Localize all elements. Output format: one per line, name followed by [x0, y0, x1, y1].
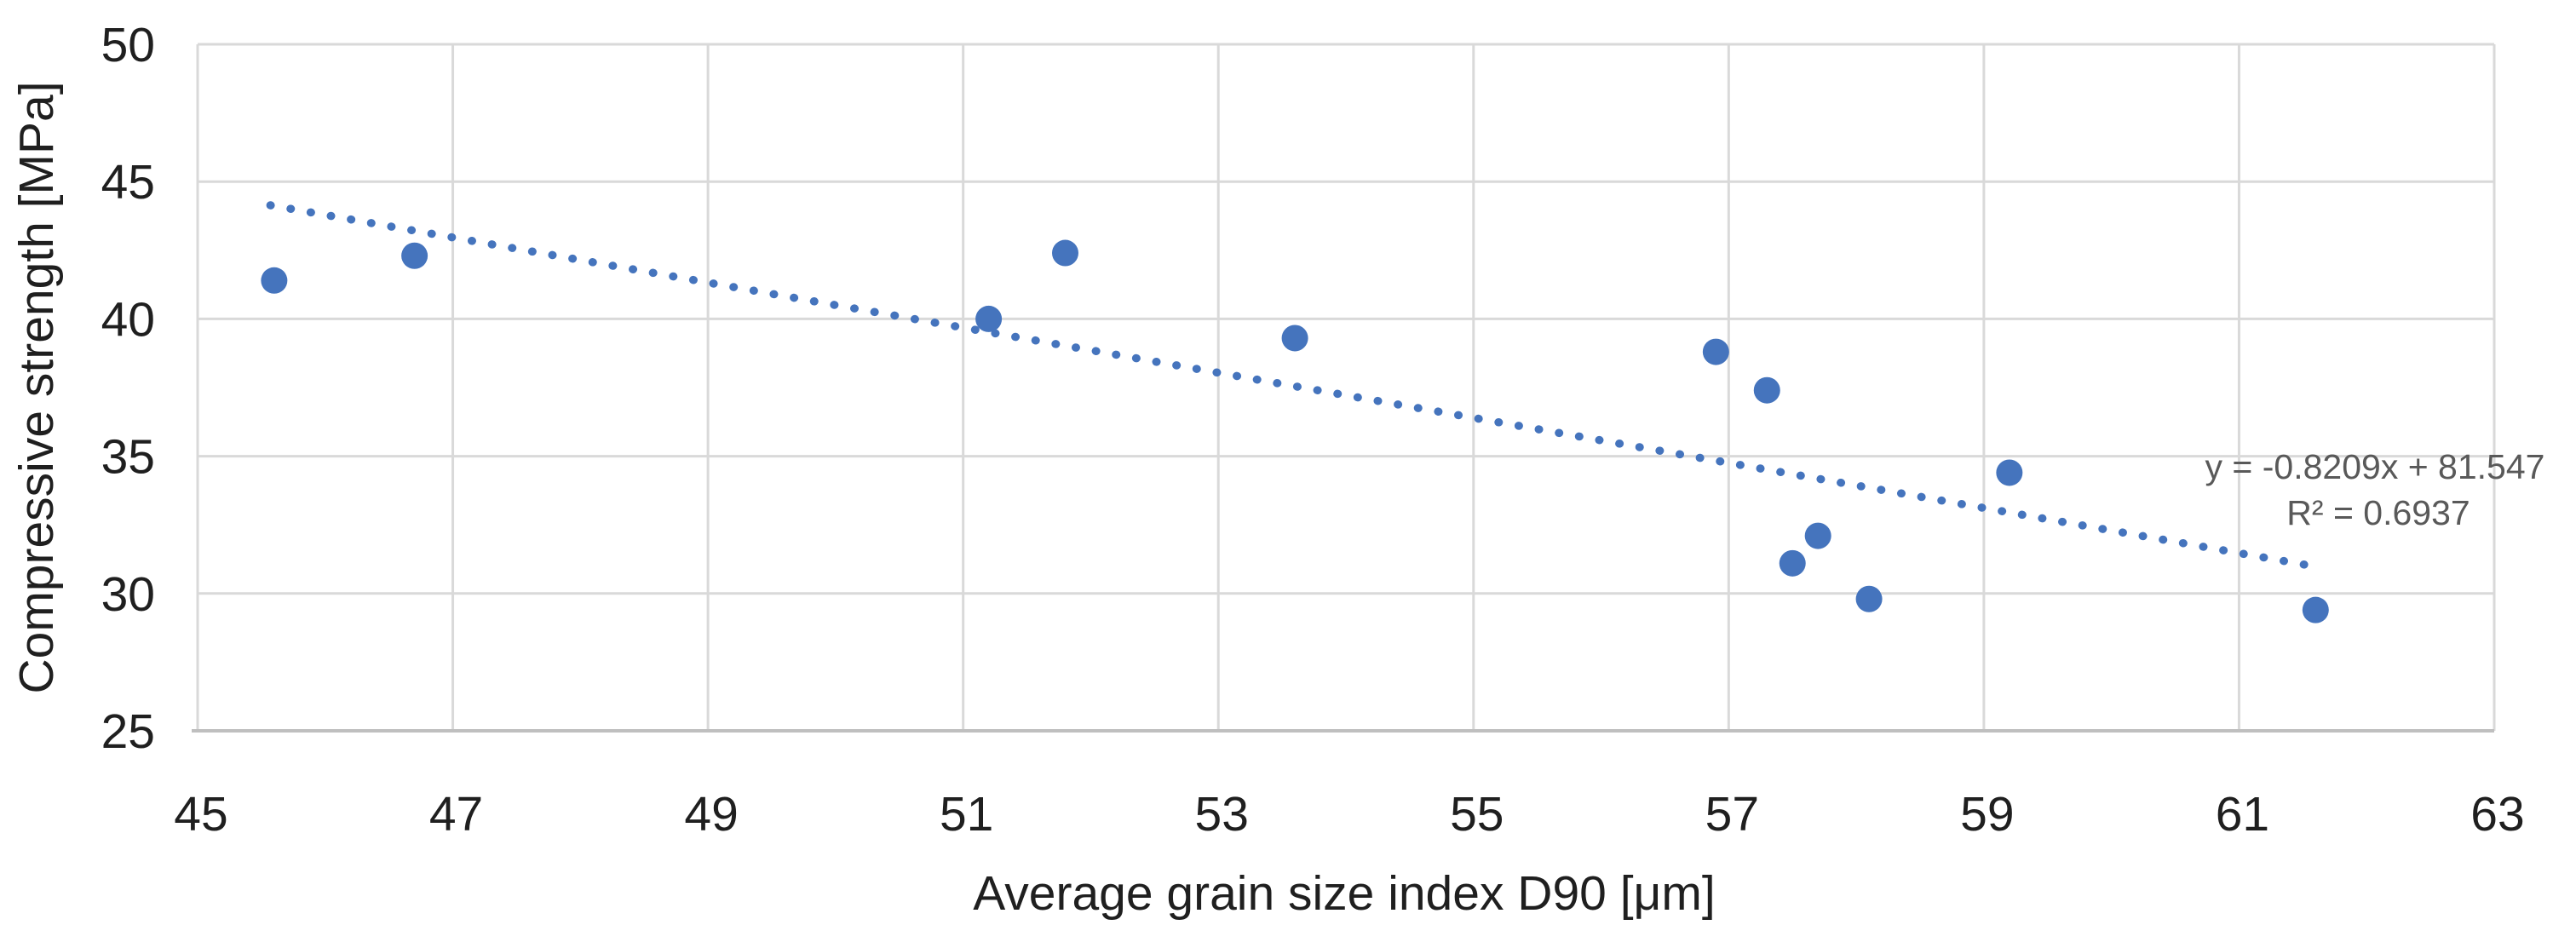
x-tick-label: 59 — [1960, 787, 2014, 842]
x-tick-label: 45 — [174, 787, 227, 842]
x-tick-label: 57 — [1705, 787, 1759, 842]
data-point — [975, 305, 1003, 332]
trendline — [266, 201, 2316, 571]
y-tick-label: 25 — [101, 704, 155, 759]
x-tick-label: 49 — [684, 787, 738, 842]
data-point — [401, 242, 428, 269]
data-point — [1779, 549, 1806, 577]
gridlines — [196, 43, 2496, 733]
x-axis-title: Average grain size index D90 [μm] — [973, 866, 1715, 921]
data-point — [1753, 376, 1780, 404]
data-points-group — [261, 239, 2329, 623]
x-tick-label: 63 — [2470, 787, 2524, 842]
data-point — [1702, 338, 1729, 365]
trendline-group — [266, 201, 2316, 571]
data-point — [1804, 522, 1831, 549]
data-point — [261, 267, 288, 294]
data-point — [1996, 459, 2023, 486]
data-point — [1855, 585, 1883, 612]
x-tick-label: 55 — [1450, 787, 1504, 842]
trendline-equation-label: y = -0.8209x + 81.547 — [2205, 447, 2545, 486]
y-tick-label: 30 — [101, 567, 155, 622]
y-tick-label: 40 — [101, 292, 155, 347]
x-tick-label: 51 — [940, 787, 993, 842]
y-tick-label: 45 — [101, 155, 155, 210]
tick-labels: 45 47 49 51 53 55 57 59 61 63 25 30 35 40 45 50 — [101, 18, 2525, 842]
trendline-r-squared-label: R² = 0.6937 — [2286, 493, 2470, 532]
y-tick-label: 35 — [101, 430, 155, 485]
data-point — [2302, 596, 2329, 623]
data-point — [1281, 325, 1308, 352]
y-axis-title: Compressive strength [MPa] — [9, 81, 64, 693]
x-tick-label: 47 — [429, 787, 483, 842]
x-tick-label: 53 — [1195, 787, 1249, 842]
x-tick-label: 61 — [2216, 787, 2269, 842]
data-point — [1051, 239, 1078, 267]
y-tick-label: 50 — [101, 18, 155, 72]
